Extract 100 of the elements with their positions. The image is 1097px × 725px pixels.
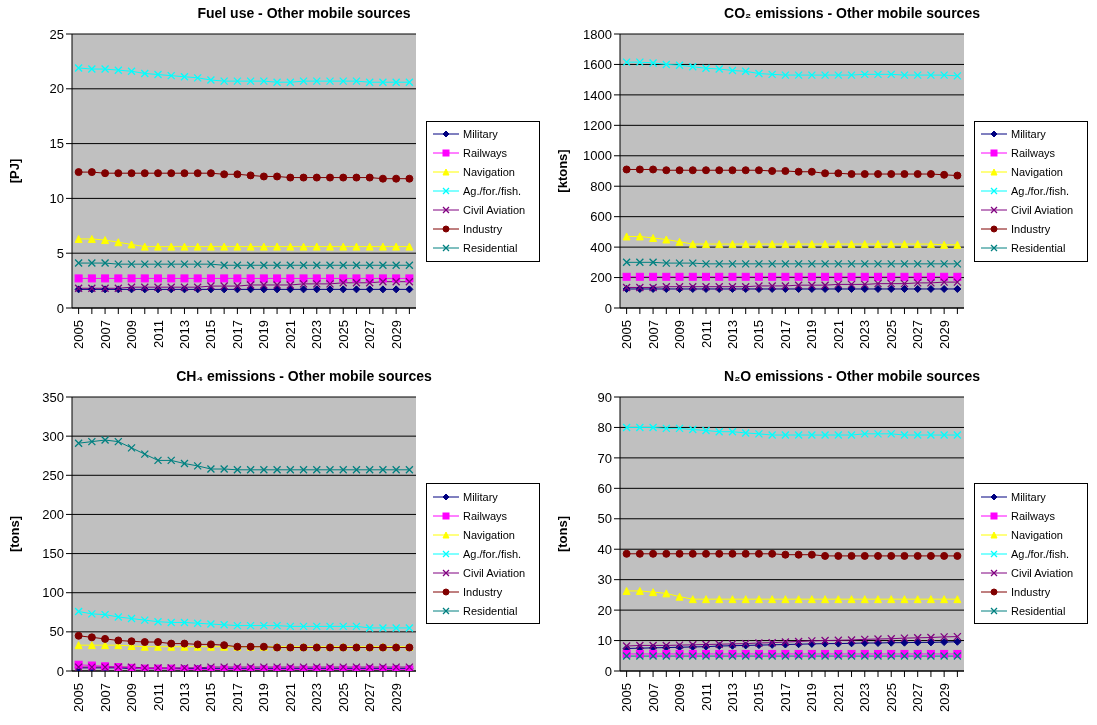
legend-label: Ag./for./fish. <box>1011 185 1070 197</box>
chart-title: CH₄ emissions - Other mobile sources <box>175 366 433 386</box>
y-tick-label: 400 <box>590 239 612 255</box>
x-tick-label: 2007 <box>645 682 661 712</box>
x-tick-label: 2015 <box>751 320 767 349</box>
x-tick-label: 2029 <box>936 682 952 712</box>
x-tick-label: 2015 <box>751 682 767 712</box>
legend-label: Civil Aviation <box>1011 566 1074 579</box>
y-tick-label: 0 <box>604 300 612 316</box>
x-tick-label: 2023 <box>309 682 325 712</box>
x-tick-label: 2019 <box>256 320 272 349</box>
x-tick-label: 2027 <box>362 320 378 349</box>
legend-label: Industry <box>463 223 503 235</box>
y-tick-label: 100 <box>42 584 64 600</box>
x-tick-label: 2017 <box>777 682 793 712</box>
legend-label: Navigation <box>463 166 515 178</box>
x-tick-label: 2005 <box>619 682 635 712</box>
y-tick-label: 50 <box>597 510 612 526</box>
x-tick-label: 2015 <box>203 320 219 349</box>
legend-label: Civil Aviation <box>1011 204 1074 216</box>
y-tick-label: 1000 <box>583 148 612 164</box>
x-tick-label: 2021 <box>830 682 846 712</box>
legend-label: Military <box>1011 490 1046 503</box>
legend-label: Residential <box>1011 604 1066 617</box>
y-tick-label: 10 <box>597 632 612 648</box>
y-axis-title: [tons] <box>554 515 570 552</box>
x-tick-label: 2023 <box>857 682 873 712</box>
x-tick-label: 2013 <box>724 682 740 712</box>
x-tick-label: 2025 <box>335 320 351 349</box>
legend-label: Military <box>463 128 498 140</box>
legend-label: Civil Aviation <box>463 204 526 216</box>
x-tick-label: 2013 <box>724 320 740 349</box>
x-tick-label: 2011 <box>150 320 166 348</box>
x-tick-label: 2007 <box>97 320 113 349</box>
y-tick-label: 0 <box>604 663 612 679</box>
x-tick-label: 2029 <box>388 320 404 349</box>
legend-label: Navigation <box>1011 166 1063 178</box>
y-tick-label: 25 <box>49 26 64 42</box>
x-tick-label: 2017 <box>777 320 793 349</box>
chart-title: CO₂ emissions - Other mobile sources <box>723 4 981 23</box>
legend-label: Residential <box>463 242 518 254</box>
legend-label: Residential <box>463 604 518 617</box>
legend-label: Railways <box>1011 509 1056 522</box>
x-tick-label: 2019 <box>804 320 820 349</box>
x-tick-label: 2019 <box>256 682 272 712</box>
y-tick-label: 90 <box>597 389 612 405</box>
x-tick-label: 2015 <box>203 682 219 712</box>
y-tick-label: 1800 <box>583 26 612 42</box>
y-tick-label: 1600 <box>583 57 612 73</box>
y-tick-label: 80 <box>597 419 612 435</box>
legend-label: Residential <box>1011 242 1066 254</box>
x-tick-label: 2011 <box>698 320 714 348</box>
x-tick-label: 2013 <box>176 682 192 712</box>
x-tick-label: 2017 <box>229 682 245 712</box>
x-tick-label: 2019 <box>804 682 820 712</box>
y-tick-label: 20 <box>597 602 612 618</box>
y-axis-title: [PJ] <box>6 158 22 184</box>
y-axis-title: [ktons] <box>554 149 570 193</box>
x-tick-label: 2023 <box>309 320 325 349</box>
x-tick-label: 2009 <box>124 682 140 712</box>
x-tick-label: 2005 <box>619 320 635 349</box>
legend-label: Navigation <box>1011 528 1063 541</box>
y-tick-label: 350 <box>42 389 64 405</box>
y-tick-label: 200 <box>42 506 64 522</box>
y-tick-label: 30 <box>597 571 612 587</box>
x-tick-label: 2021 <box>282 320 298 349</box>
x-tick-label: 2009 <box>672 320 688 349</box>
legend-label: Railways <box>463 147 508 159</box>
x-tick-label: 2027 <box>362 682 378 712</box>
y-tick-label: 0 <box>56 300 64 316</box>
x-tick-label: 2029 <box>936 320 952 349</box>
x-tick-label: 2005 <box>71 682 87 712</box>
x-tick-label: 2007 <box>645 320 661 349</box>
legend-label: Industry <box>1011 585 1051 598</box>
legend-label: Ag./for./fish. <box>1011 547 1070 560</box>
legend-label: Railways <box>1011 147 1056 159</box>
x-tick-label: 2011 <box>698 682 714 711</box>
x-tick-label: 2027 <box>910 320 926 349</box>
legend-label: Navigation <box>463 528 515 541</box>
x-tick-label: 2009 <box>672 682 688 712</box>
x-tick-label: 2025 <box>883 320 899 349</box>
x-tick-label: 2007 <box>97 682 113 712</box>
chart-title: Fuel use - Other mobile sources <box>196 4 412 23</box>
y-tick-label: 600 <box>590 209 612 225</box>
legend-label: Ag./for./fish. <box>463 547 522 560</box>
y-tick-label: 1200 <box>583 117 612 133</box>
x-tick-label: 2029 <box>388 682 404 712</box>
legend-label: Industry <box>463 585 503 598</box>
y-tick-label: 70 <box>597 450 612 465</box>
legend-label: Railways <box>463 509 508 522</box>
y-tick-label: 60 <box>597 480 612 496</box>
x-tick-label: 2021 <box>830 320 846 349</box>
y-tick-label: 250 <box>42 467 64 483</box>
y-axis-title: [tons] <box>6 515 22 552</box>
x-tick-label: 2005 <box>71 320 87 349</box>
y-tick-label: 40 <box>597 541 612 557</box>
y-tick-label: 20 <box>49 81 64 97</box>
legend-label: Ag./for./fish. <box>463 185 522 197</box>
x-tick-label: 2011 <box>150 682 166 711</box>
y-tick-label: 300 <box>42 428 64 444</box>
